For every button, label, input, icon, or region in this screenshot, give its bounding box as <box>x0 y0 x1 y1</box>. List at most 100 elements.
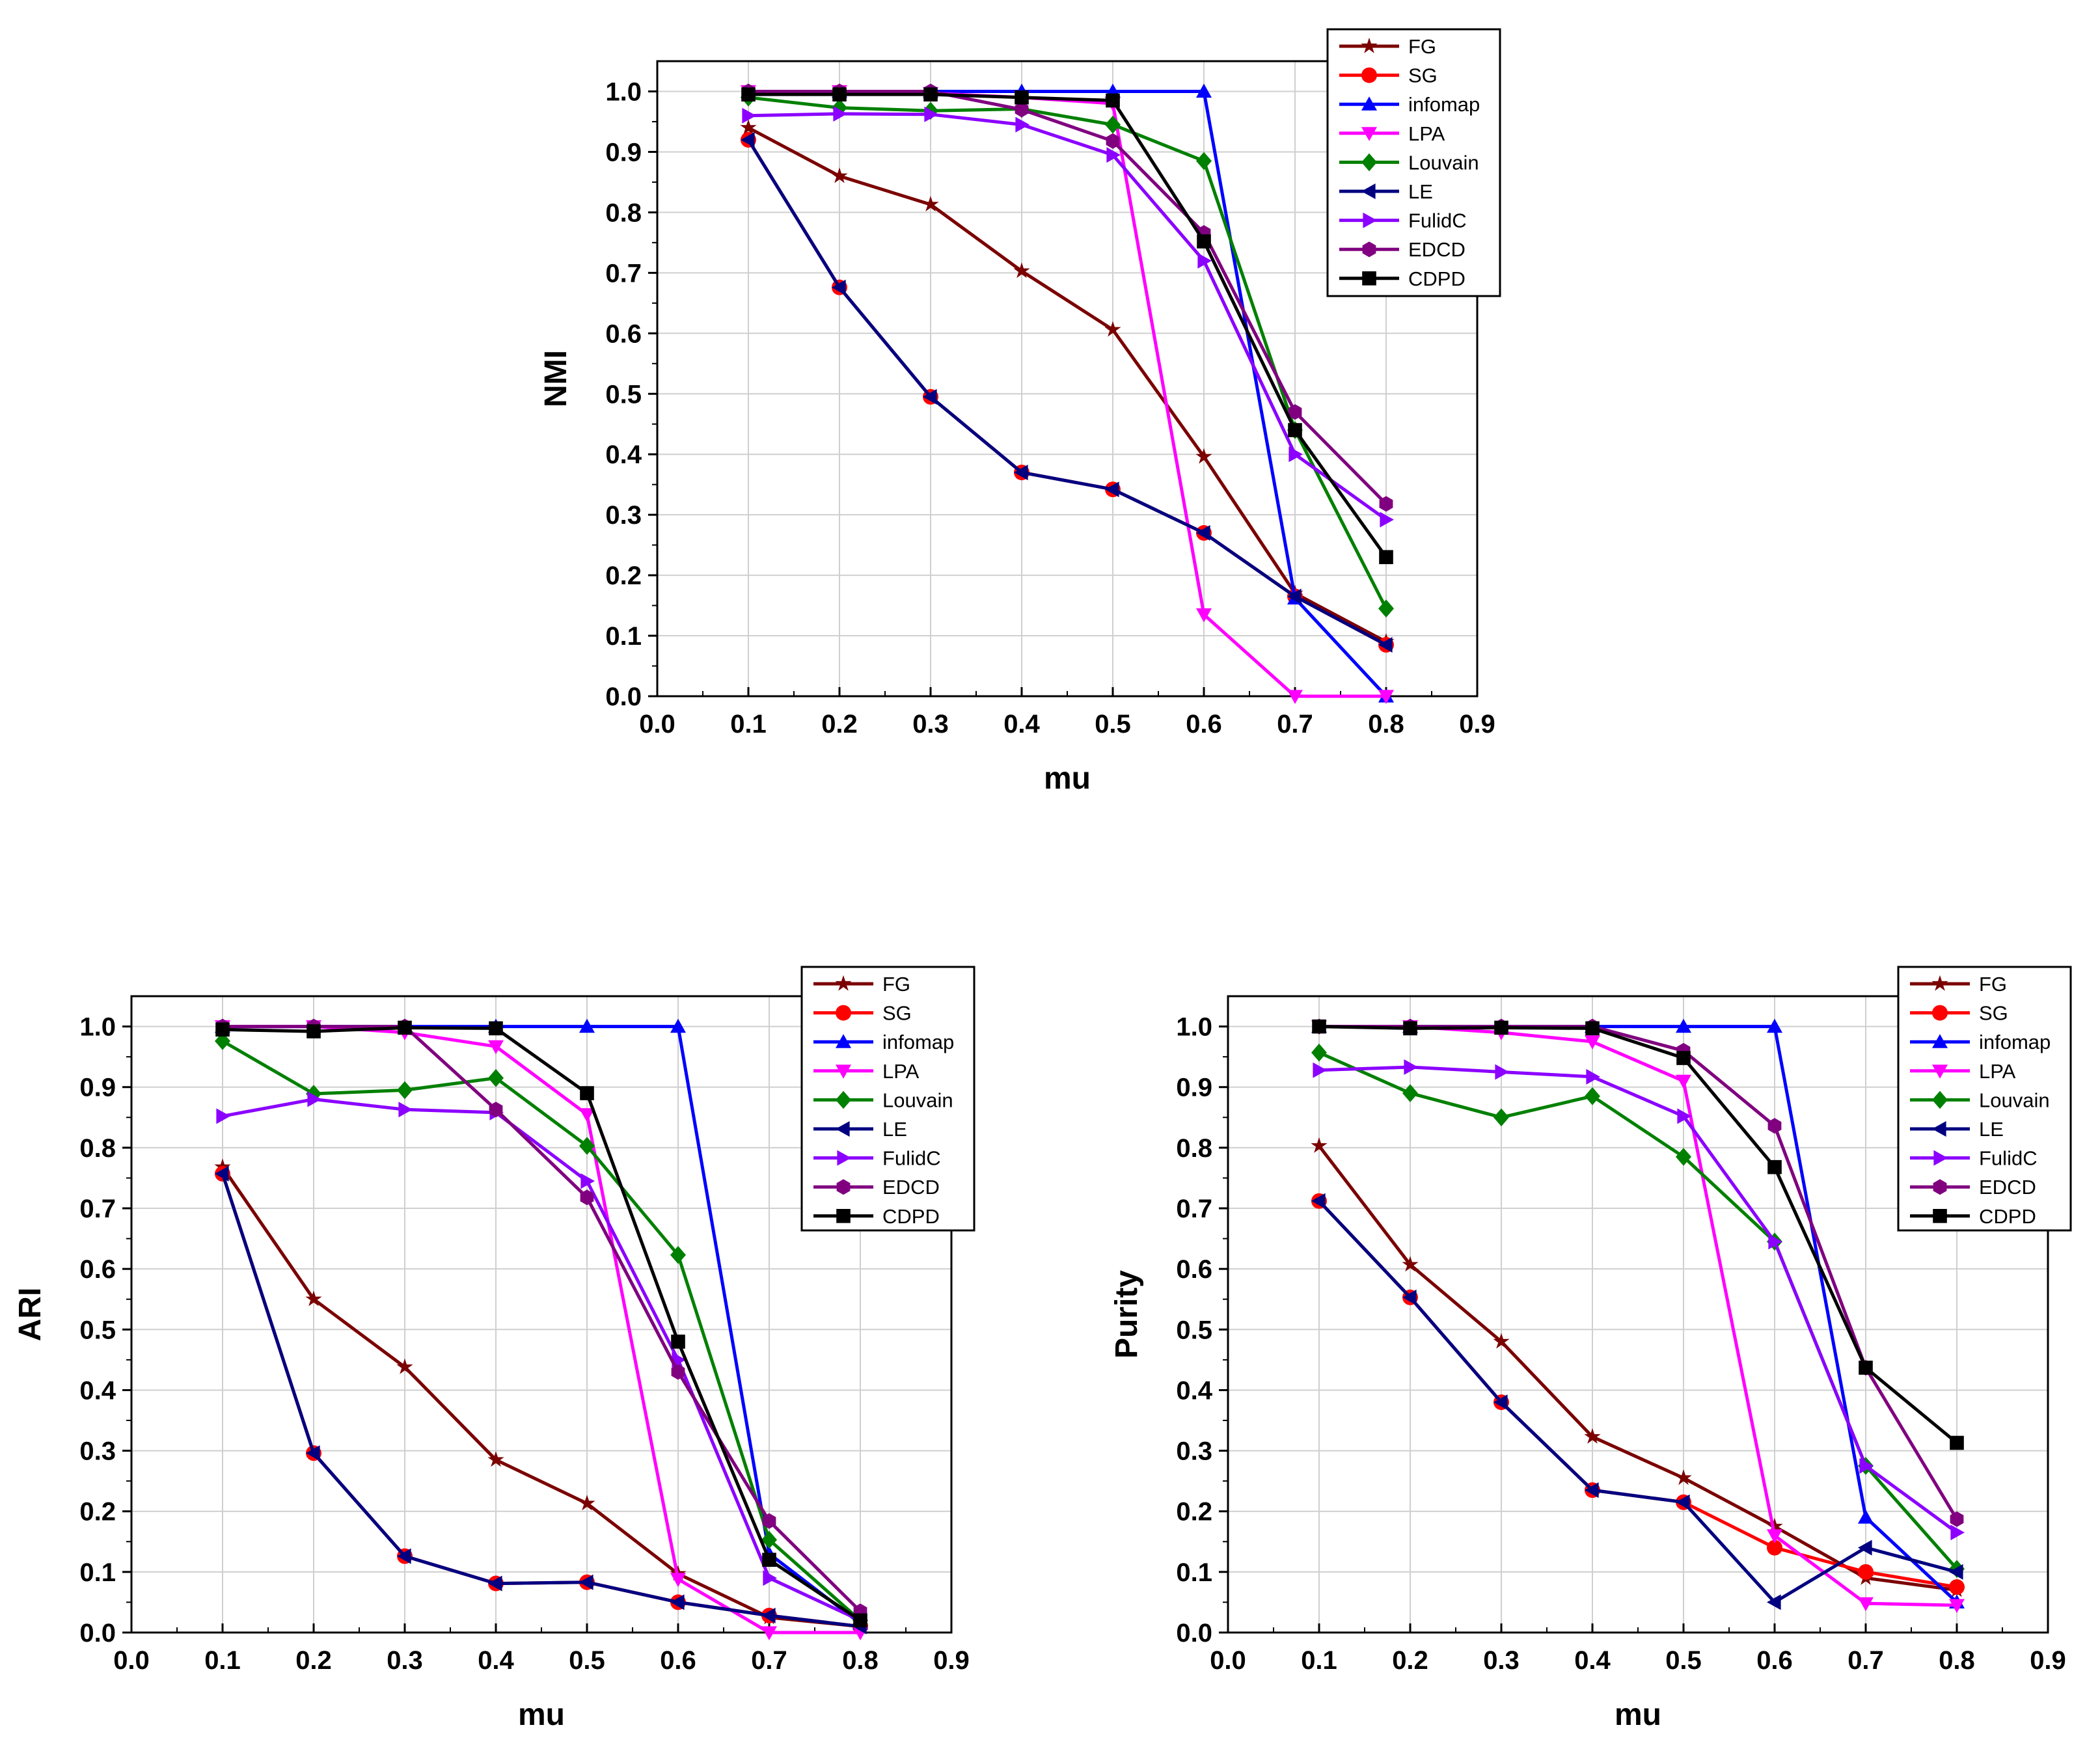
y-tick-label: 0.0 <box>1176 1619 1212 1647</box>
y-tick-label: 0.4 <box>1176 1376 1212 1405</box>
data-point-fulidc <box>580 1173 595 1189</box>
legend-label-infomap: infomap <box>1408 93 1480 116</box>
data-point-louvain <box>1311 1043 1327 1062</box>
y-tick-label: 0.4 <box>79 1376 116 1405</box>
data-point-infomap <box>1858 1510 1874 1524</box>
y-tick-label: 0.8 <box>79 1134 116 1163</box>
y-tick-label: 0.7 <box>1176 1195 1212 1223</box>
data-point-cdpd <box>853 1613 867 1628</box>
legend-marker-sg <box>1932 1005 1948 1021</box>
legend-marker-edcd <box>1933 1179 1947 1195</box>
series-infomap <box>1311 1018 1965 1608</box>
y-tick-label: 0.2 <box>79 1498 116 1526</box>
data-point-cdpd <box>1379 550 1393 565</box>
data-point-fg <box>1584 1428 1601 1444</box>
x-tick-label: 0.4 <box>1003 710 1040 739</box>
x-tick-label: 0.5 <box>569 1646 605 1675</box>
data-point-fulidc <box>1289 446 1303 463</box>
legend-label-edcd: EDCD <box>1979 1176 2036 1199</box>
data-point-edcd <box>671 1364 685 1380</box>
series-line-infomap <box>1319 1025 1958 1604</box>
series-line-fg <box>221 1166 861 1629</box>
legend-marker-infomap <box>1361 96 1377 111</box>
series-cdpd <box>1312 1019 1964 1450</box>
data-point-cdpd <box>1767 1159 1782 1174</box>
series-line-cdpd <box>748 92 1388 558</box>
x-tick-label: 0.4 <box>1574 1646 1611 1675</box>
series-line-fg <box>747 126 1387 644</box>
legend-marker-cdpd <box>836 1209 851 1223</box>
legend-marker-cdpd <box>1933 1209 1947 1223</box>
series-line-edcd <box>748 90 1387 506</box>
x-tick-label: 0.0 <box>639 710 675 739</box>
data-point-le <box>832 279 846 295</box>
y-tick-label: 0.6 <box>605 319 642 348</box>
legend-marker-fg <box>835 975 852 991</box>
data-point-le <box>1676 1494 1690 1510</box>
y-tick-label: 0.9 <box>605 138 642 167</box>
data-point-lpa <box>670 1573 686 1587</box>
x-tick-label: 0.6 <box>1186 710 1222 739</box>
data-point-le <box>1949 1564 1963 1580</box>
data-point-le <box>1105 481 1119 498</box>
data-point-fulidc <box>1404 1059 1418 1075</box>
data-point-edcd <box>489 1102 503 1118</box>
legend-marker-cdpd <box>1362 271 1376 286</box>
data-point-cdpd <box>923 87 938 102</box>
x-tick-label: 0.8 <box>842 1646 879 1675</box>
x-tick-label: 0.0 <box>1210 1646 1246 1675</box>
data-point-cdpd <box>762 1552 776 1567</box>
data-point-cdpd <box>741 87 756 102</box>
x-tick-label: 0.4 <box>478 1646 514 1675</box>
x-tick-label: 0.7 <box>751 1646 787 1675</box>
data-point-louvain <box>1493 1108 1509 1127</box>
data-point-lpa <box>488 1040 504 1055</box>
legend-label-edcd: EDCD <box>1408 238 1466 261</box>
legend: FG SG infomap LPA Louvain LE FulidC EDCD CDPD <box>800 966 975 1232</box>
data-point-fg <box>831 167 848 183</box>
x-tick-label: 0.6 <box>1756 1646 1793 1675</box>
legend-marker-louvain <box>1932 1091 1948 1109</box>
x-axis-label: mu <box>1044 761 1091 796</box>
legend-label-infomap: infomap <box>882 1031 954 1053</box>
data-point-fulidc <box>1677 1108 1691 1124</box>
data-point-infomap <box>1676 1018 1691 1033</box>
legend-marker-edcd <box>836 1179 851 1195</box>
x-tick-label: 0.2 <box>295 1646 332 1675</box>
data-point-lpa <box>1196 608 1212 623</box>
data-point-cdpd <box>1676 1051 1691 1065</box>
x-tick-label: 0.3 <box>1483 1646 1520 1675</box>
x-tick-label: 0.8 <box>1368 710 1404 739</box>
data-point-edcd <box>1288 404 1302 420</box>
data-point-le <box>923 388 937 405</box>
data-point-cdpd <box>489 1021 503 1036</box>
y-axis-label: Purity <box>1110 1270 1144 1359</box>
legend-label-sg: SG <box>1979 1002 2008 1025</box>
y-tick-label: 1.0 <box>1176 1013 1212 1042</box>
y-tick-label: 1.0 <box>605 78 642 107</box>
y-tick-label: 0.5 <box>79 1316 116 1344</box>
data-point-fg <box>1104 321 1121 337</box>
legend-marker-infomap <box>1932 1034 1948 1048</box>
data-point-cdpd <box>580 1086 594 1100</box>
data-point-fg <box>396 1358 413 1374</box>
data-point-lpa <box>1378 690 1394 704</box>
data-point-edcd <box>1950 1511 1964 1527</box>
legend-label-fulidc: FulidC <box>1979 1147 2038 1170</box>
legend-label-louvain: Louvain <box>1979 1089 2050 1111</box>
legend-label-fg: FG <box>1408 35 1436 58</box>
series-lpa <box>1311 1020 1965 1614</box>
legend-label-fg: FG <box>882 973 910 996</box>
data-point-fulidc <box>833 105 847 122</box>
x-tick-label: 0.2 <box>1392 1646 1428 1675</box>
data-point-le <box>215 1165 229 1182</box>
data-point-sg <box>1858 1564 1874 1580</box>
data-point-cdpd <box>398 1020 412 1035</box>
legend-label-louvain: Louvain <box>1408 151 1479 174</box>
data-point-edcd <box>580 1189 594 1206</box>
y-tick-label: 0.3 <box>605 501 642 530</box>
data-point-cdpd <box>1494 1020 1508 1035</box>
series-line-le <box>746 139 1387 647</box>
data-point-edcd <box>762 1513 776 1529</box>
